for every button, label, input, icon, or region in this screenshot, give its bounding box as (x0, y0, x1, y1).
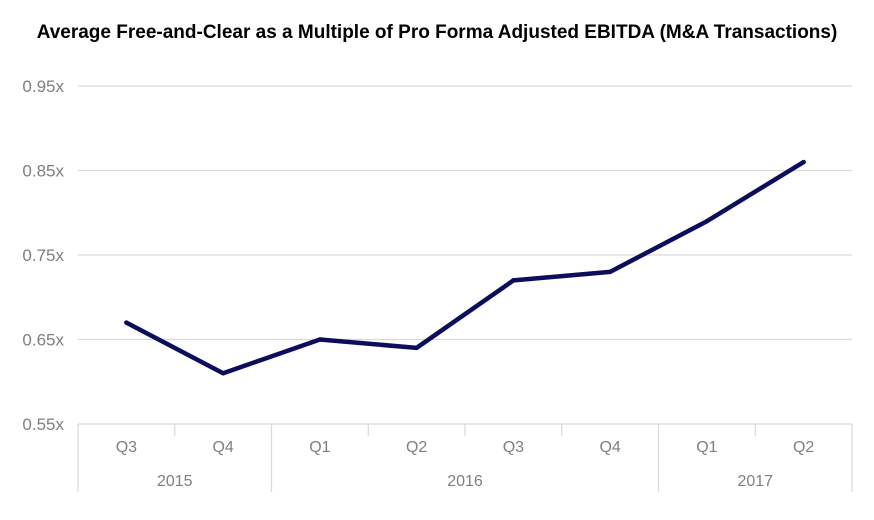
x-tick-label: Q3 (116, 439, 137, 456)
x-group-label: 2016 (447, 473, 483, 490)
data-point (801, 159, 806, 165)
x-group-label: 2015 (157, 473, 193, 490)
x-tick-label: Q1 (309, 439, 330, 456)
x-tick-label: Q1 (696, 439, 717, 456)
y-tick-label: 0.95x (22, 77, 64, 96)
data-point (704, 219, 710, 224)
gridlines (78, 85, 852, 425)
data-point (220, 371, 226, 376)
series-group (124, 159, 806, 376)
x-tick-label: Q4 (599, 439, 620, 456)
data-point (414, 345, 419, 351)
data-point (317, 337, 323, 342)
y-axis-tick-labels: 0.95x 0.85x 0.75x 0.65x 0.55x (22, 77, 64, 434)
chart-title: Average Free-and-Clear as a Multiple of … (36, 22, 838, 43)
data-point (124, 320, 129, 325)
y-tick-label: 0.65x (22, 331, 64, 350)
x-tick-label: Q2 (793, 439, 814, 456)
y-tick-label: 0.55x (22, 415, 64, 434)
data-point (607, 269, 613, 275)
x-group-label: 2017 (737, 473, 773, 490)
x-tick-label: Q3 (503, 439, 524, 456)
x-axis: Q3 Q4 Q1 Q2 Q3 Q4 Q1 Q2 2015 2016 2017 (77, 424, 853, 492)
data-point (511, 278, 516, 283)
x-tick-label: Q2 (406, 439, 427, 456)
y-tick-label: 0.85x (22, 162, 64, 181)
series-line (124, 159, 806, 376)
x-tick-label: Q4 (212, 439, 233, 456)
y-tick-label: 0.75x (22, 246, 64, 265)
